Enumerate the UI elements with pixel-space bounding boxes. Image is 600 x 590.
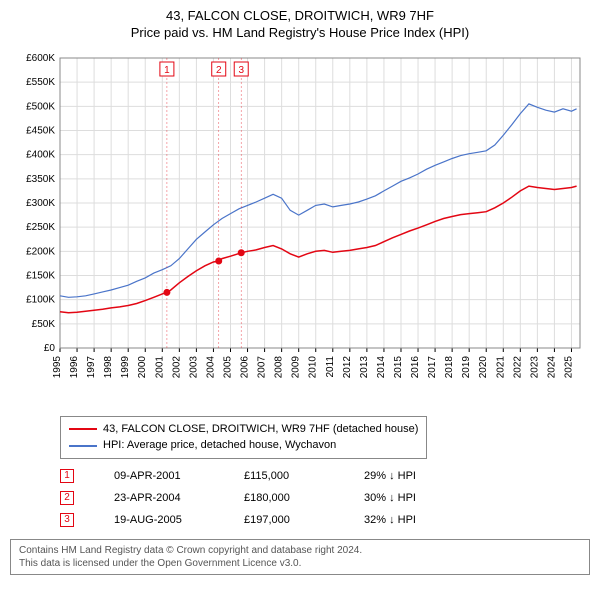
svg-text:2005: 2005 (222, 355, 233, 378)
svg-text:£100K: £100K (26, 294, 55, 305)
svg-text:£200K: £200K (26, 246, 55, 257)
svg-text:£500K: £500K (26, 101, 55, 112)
svg-text:2007: 2007 (257, 355, 268, 378)
chart: £0 £50K £100K £150K £200K £250K £300K £350K £400… (10, 48, 590, 408)
svg-text:£150K: £150K (26, 270, 55, 281)
svg-text:2023: 2023 (529, 355, 540, 378)
title-address: 43, FALCON CLOSE, DROITWICH, WR9 7HF (10, 8, 590, 25)
sale-marker-icon: 1 (60, 469, 74, 483)
svg-text:2024: 2024 (546, 355, 557, 378)
sale-price: £197,000 (244, 509, 324, 531)
legend-item: HPI: Average price, detached house, Wych… (69, 437, 418, 454)
sale-date: 09-APR-2001 (114, 465, 204, 487)
svg-text:2017: 2017 (427, 355, 438, 378)
svg-text:1997: 1997 (86, 355, 97, 378)
legend-label: 43, FALCON CLOSE, DROITWICH, WR9 7HF (de… (103, 421, 418, 438)
svg-text:2011: 2011 (325, 355, 336, 377)
svg-text:2021: 2021 (495, 355, 506, 378)
svg-text:2012: 2012 (342, 355, 353, 378)
svg-text:1999: 1999 (120, 355, 131, 378)
svg-text:2002: 2002 (171, 355, 182, 378)
svg-text:2000: 2000 (137, 355, 148, 378)
svg-text:2010: 2010 (308, 355, 319, 378)
sale-price: £115,000 (244, 465, 324, 487)
sales-table: 1 09-APR-2001 £115,000 29% ↓ HPI 2 23-AP… (60, 465, 590, 531)
svg-text:£0: £0 (44, 343, 56, 354)
svg-text:3: 3 (238, 65, 244, 76)
legend-swatch (69, 445, 97, 447)
svg-text:2020: 2020 (478, 355, 489, 378)
svg-text:£550K: £550K (26, 77, 55, 88)
chart-container: 43, FALCON CLOSE, DROITWICH, WR9 7HF Pri… (0, 0, 600, 585)
sale-marker-icon: 2 (60, 491, 74, 505)
title-block: 43, FALCON CLOSE, DROITWICH, WR9 7HF Pri… (10, 8, 590, 42)
svg-text:2013: 2013 (359, 355, 370, 378)
svg-text:£400K: £400K (26, 149, 55, 160)
footer-line: This data is licensed under the Open Gov… (19, 557, 581, 570)
legend: 43, FALCON CLOSE, DROITWICH, WR9 7HF (de… (60, 416, 427, 459)
svg-text:£50K: £50K (32, 319, 56, 330)
svg-text:2009: 2009 (291, 355, 302, 378)
svg-text:2004: 2004 (205, 355, 216, 378)
svg-text:2006: 2006 (240, 355, 251, 378)
svg-text:2014: 2014 (376, 355, 387, 378)
svg-text:£250K: £250K (26, 222, 55, 233)
svg-text:£300K: £300K (26, 198, 55, 209)
svg-text:2003: 2003 (188, 355, 199, 378)
svg-text:1996: 1996 (69, 355, 80, 378)
legend-item: 43, FALCON CLOSE, DROITWICH, WR9 7HF (de… (69, 421, 418, 438)
svg-text:2022: 2022 (512, 355, 523, 378)
legend-swatch (69, 428, 97, 430)
svg-text:2: 2 (216, 65, 222, 76)
footer-line: Contains HM Land Registry data © Crown c… (19, 544, 581, 557)
svg-text:2018: 2018 (444, 355, 455, 378)
svg-text:2016: 2016 (410, 355, 421, 378)
svg-text:£600K: £600K (26, 53, 55, 64)
svg-text:£450K: £450K (26, 125, 55, 136)
title-subtitle: Price paid vs. HM Land Registry's House … (10, 25, 590, 42)
svg-text:2015: 2015 (393, 355, 404, 378)
svg-text:2019: 2019 (461, 355, 472, 378)
sale-marker-icon: 3 (60, 513, 74, 527)
sale-diff: 29% ↓ HPI (364, 465, 454, 487)
sale-date: 19-AUG-2005 (114, 509, 204, 531)
chart-svg: £0 £50K £100K £150K £200K £250K £300K £350K £400… (10, 48, 590, 408)
sale-date: 23-APR-2004 (114, 487, 204, 509)
svg-text:1: 1 (164, 65, 170, 76)
svg-text:2008: 2008 (274, 355, 285, 378)
svg-text:2025: 2025 (563, 355, 574, 378)
sale-price: £180,000 (244, 487, 324, 509)
svg-text:1995: 1995 (52, 355, 63, 378)
svg-text:1998: 1998 (103, 355, 114, 378)
legend-label: HPI: Average price, detached house, Wych… (103, 437, 336, 454)
footer-attribution: Contains HM Land Registry data © Crown c… (10, 539, 590, 575)
svg-text:£350K: £350K (26, 174, 55, 185)
sale-diff: 30% ↓ HPI (364, 487, 454, 509)
sale-row: 3 19-AUG-2005 £197,000 32% ↓ HPI (60, 509, 590, 531)
sale-diff: 32% ↓ HPI (364, 509, 454, 531)
sale-row: 1 09-APR-2001 £115,000 29% ↓ HPI (60, 465, 590, 487)
svg-text:2001: 2001 (154, 355, 165, 378)
sale-row: 2 23-APR-2004 £180,000 30% ↓ HPI (60, 487, 590, 509)
